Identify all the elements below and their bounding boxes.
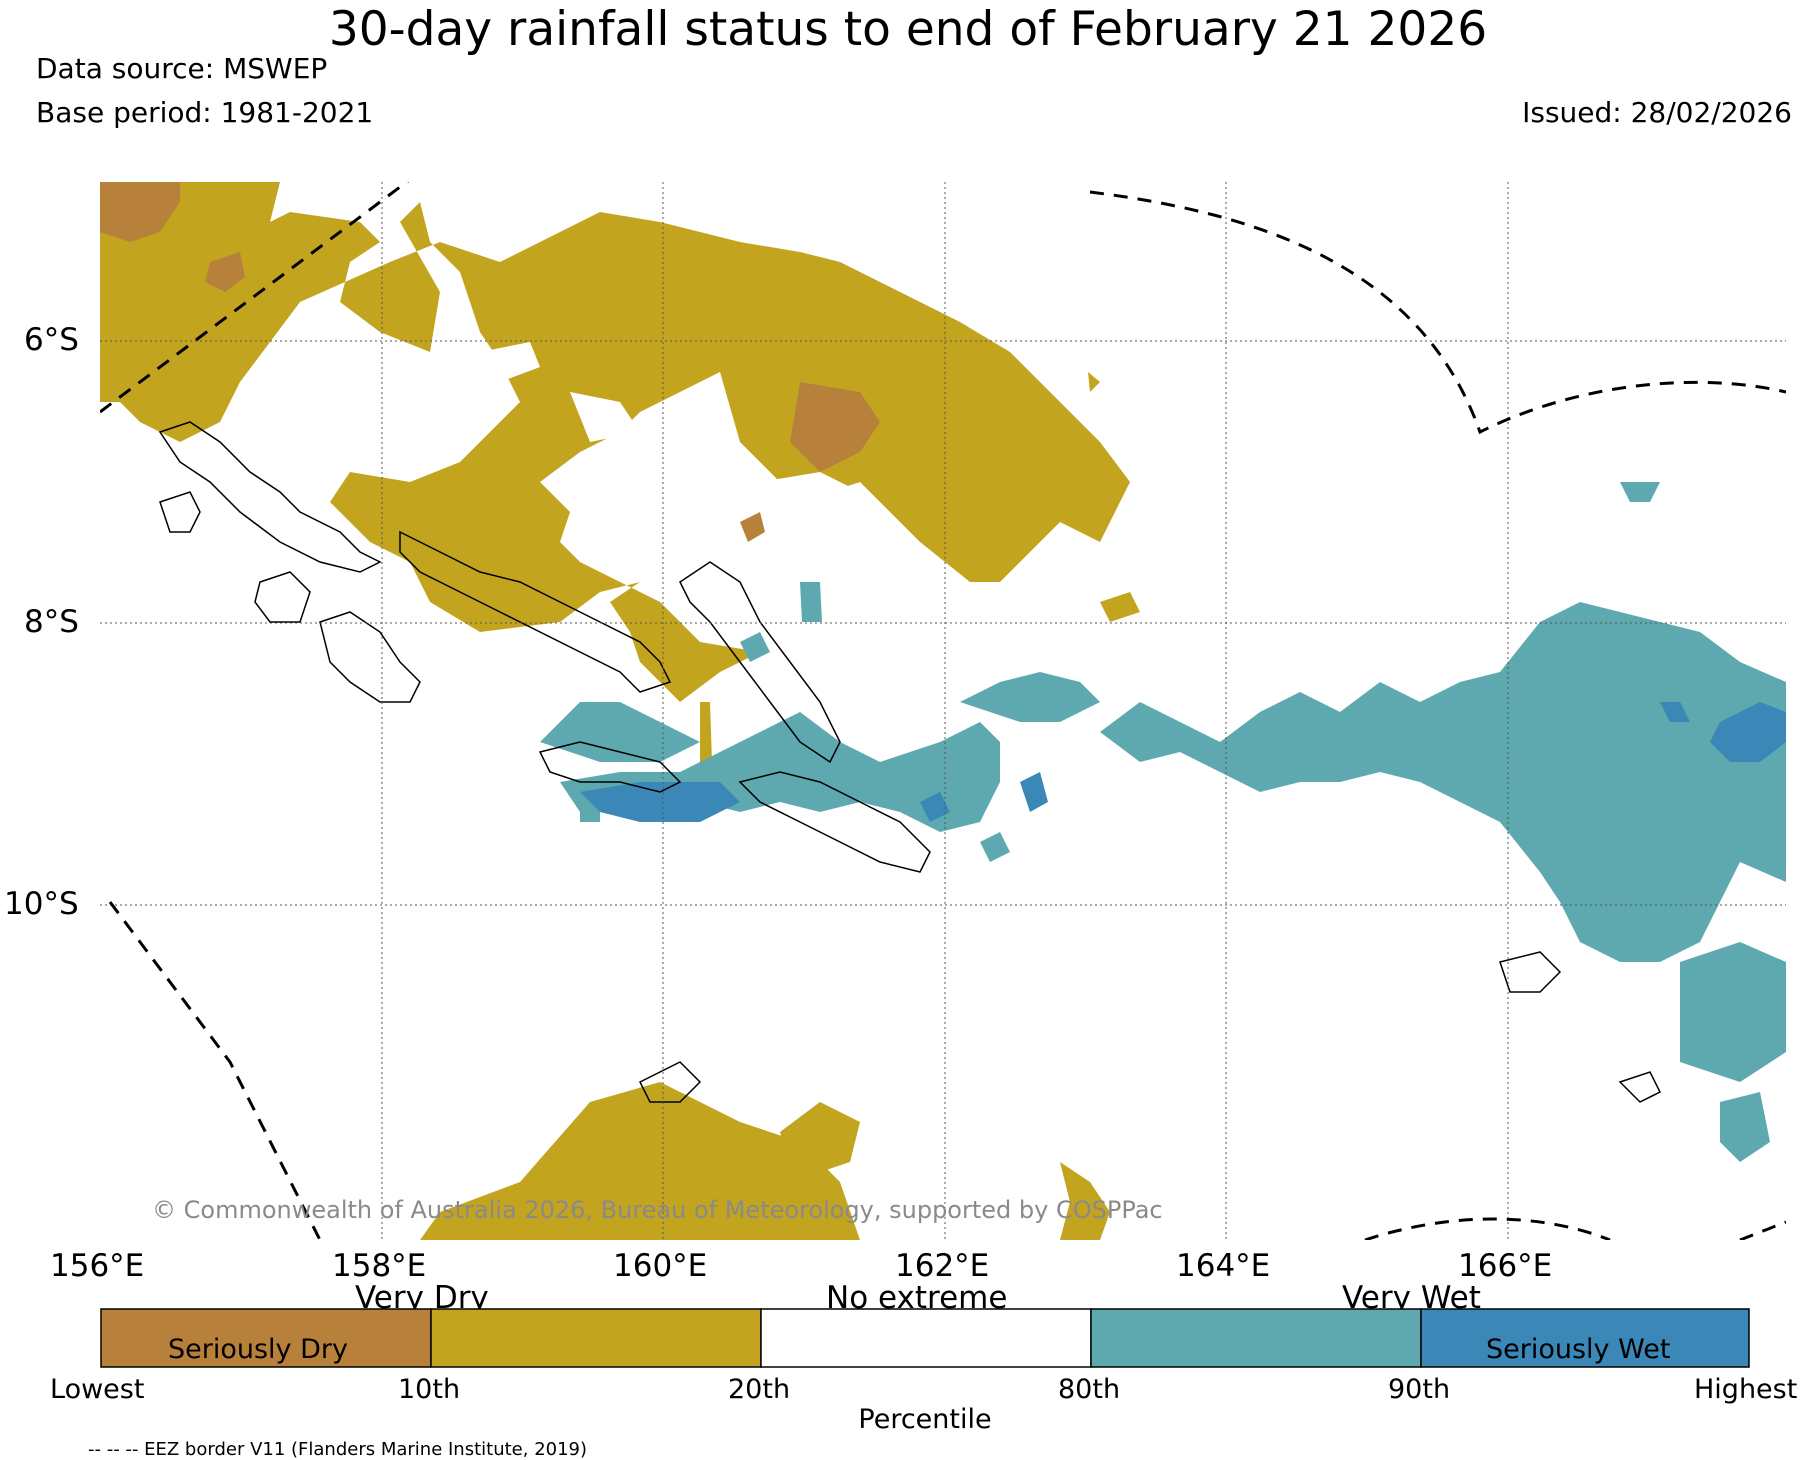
lon-label-164e: 164°E <box>1176 1248 1271 1284</box>
colorbar <box>100 1308 1750 1368</box>
colorbar-no-extreme <box>760 1308 1092 1368</box>
very-wet-regions <box>540 482 1786 1162</box>
colorbar-seriously-dry <box>100 1308 432 1368</box>
legend-box-seriously-dry: Seriously Dry <box>168 1334 348 1365</box>
lon-label-166e: 166°E <box>1458 1248 1553 1284</box>
lon-label-162e: 162°E <box>895 1248 990 1284</box>
rainfall-map <box>100 182 1786 1240</box>
lon-label-158e: 158°E <box>332 1248 427 1284</box>
tick-20th: 20th <box>728 1374 791 1405</box>
tick-90th: 90th <box>1388 1374 1451 1405</box>
lat-label-10s: 10°S <box>4 886 79 922</box>
gridlines <box>100 182 1786 1240</box>
map-title: 30-day rainfall status to end of Februar… <box>328 2 1488 57</box>
lon-label-160e: 160°E <box>613 1248 708 1284</box>
coastlines <box>158 421 1662 1103</box>
data-source-label: Data source: MSWEP <box>36 52 328 85</box>
lat-label-6s: 6°S <box>24 322 79 358</box>
colorbar-very-dry <box>430 1308 762 1368</box>
tick-10th: 10th <box>398 1374 461 1405</box>
issued-date-label: Issued: 28/02/2026 <box>1522 96 1792 129</box>
tick-highest: Highest <box>1694 1374 1798 1405</box>
base-period-label: Base period: 1981-2021 <box>36 96 374 129</box>
colorbar-very-wet <box>1090 1308 1422 1368</box>
tick-lowest: Lowest <box>50 1374 145 1405</box>
tick-80th: 80th <box>1058 1374 1121 1405</box>
lon-label-156e: 156°E <box>50 1248 145 1284</box>
legend-box-seriously-wet: Seriously Wet <box>1486 1334 1671 1365</box>
eez-borders <box>100 182 1786 1240</box>
percentile-axis-label: Percentile <box>858 1404 992 1435</box>
lat-label-8s: 8°S <box>24 604 79 640</box>
seriously-dry-regions <box>100 182 880 542</box>
seriously-wet-regions <box>580 702 1786 822</box>
eez-note: -- -- -- EEZ border V11 (Flanders Marine… <box>88 1439 588 1460</box>
very-dry-regions <box>100 182 1140 1240</box>
colorbar-seriously-wet <box>1420 1308 1750 1368</box>
copyright-notice: © Commonwealth of Australia 2026, Bureau… <box>152 1196 1163 1224</box>
